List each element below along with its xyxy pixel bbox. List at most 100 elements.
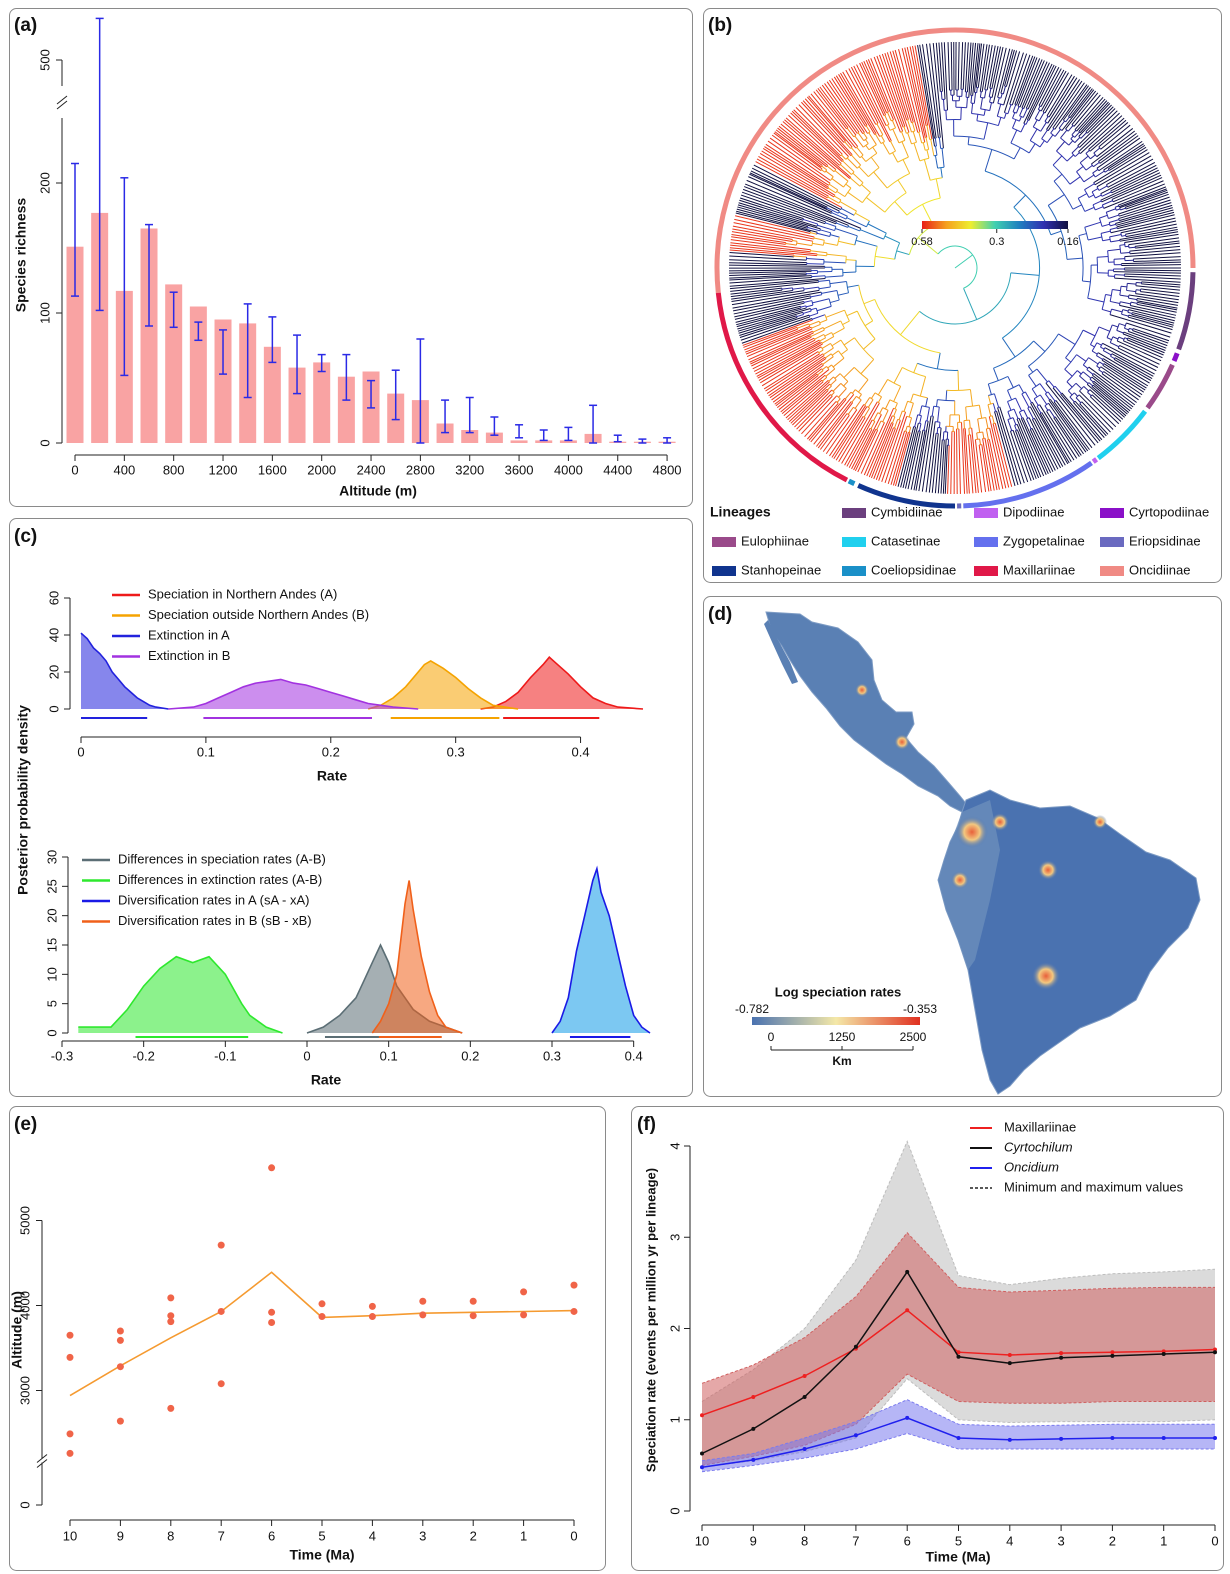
tree-branch (843, 337, 855, 346)
tree-branch (847, 284, 859, 288)
tree-branch (988, 88, 992, 97)
tree-branch (866, 415, 893, 477)
tree-branch (742, 188, 837, 225)
tree-branch (1086, 382, 1090, 385)
tree-branch (836, 398, 841, 403)
tree-branch (884, 192, 907, 213)
tree-branch (1110, 167, 1158, 192)
legend-label: Diversification rates in A (sA - xA) (118, 892, 309, 907)
tree-branch (1070, 135, 1074, 140)
tree-branch (846, 157, 858, 169)
tree-branch (1105, 212, 1109, 219)
tree-branch (1067, 390, 1073, 396)
tree-branch (1076, 171, 1085, 183)
x-tick-label: 0.2 (322, 744, 340, 759)
bar (559, 440, 577, 443)
tree-branch (745, 325, 810, 353)
tree-branch (870, 421, 876, 430)
tree-branch (873, 427, 894, 480)
tree-branch (994, 422, 1013, 487)
tree-branch (825, 368, 836, 377)
tree-branch (968, 428, 970, 435)
tree-branch (950, 431, 953, 494)
tree-branch (976, 87, 978, 93)
tree-branch (1019, 58, 1041, 108)
tree-branch (931, 406, 935, 417)
point (116, 1417, 124, 1425)
tree-branch (1026, 107, 1029, 110)
tree-branch (1078, 233, 1087, 237)
tree-branch (826, 81, 864, 134)
tree-branch (746, 328, 813, 358)
tree-branch (823, 320, 841, 330)
tree-branch (1100, 233, 1104, 241)
tree-branch (876, 123, 884, 135)
tree-branch (819, 228, 821, 231)
tree-branch (758, 156, 829, 197)
tree-branch (900, 130, 903, 133)
tree-branch (1088, 366, 1137, 403)
tree-branch (947, 445, 950, 494)
tree-branch (735, 305, 801, 323)
tree-branch (1099, 361, 1104, 365)
tree-branch (856, 146, 864, 156)
tree-branch (976, 431, 983, 434)
tree-branch (868, 167, 880, 178)
tree-branch (842, 160, 855, 173)
tree-branch (851, 429, 873, 470)
tree-branch (1021, 59, 1043, 109)
tree-branch (1007, 401, 1012, 411)
tree-branch (1083, 174, 1095, 183)
tree-branch (791, 110, 844, 161)
tree-branch (818, 279, 830, 282)
tree-branch (839, 201, 857, 212)
tree-branch (880, 135, 885, 142)
y-tick-label: 4 (667, 1142, 682, 1149)
tree-branch (1052, 82, 1085, 129)
tree-branch (1087, 391, 1092, 397)
tree-branch (1078, 112, 1120, 153)
tree-branch (1076, 354, 1087, 362)
band-edge (701, 1231, 1215, 1384)
tree-branch (817, 351, 820, 355)
bar (510, 440, 528, 443)
andes-band (938, 800, 1000, 970)
tree-branch (739, 316, 798, 336)
tree-branch (733, 295, 811, 312)
tree-branch (821, 336, 835, 344)
x-tick-label: 6 (268, 1528, 275, 1543)
tree-branch (903, 401, 909, 412)
colorbar-limit: -0.353 (903, 1002, 937, 1016)
tree-branch (1010, 142, 1030, 154)
tree-branch (935, 399, 938, 407)
tree-branch (1128, 246, 1136, 249)
tree-branch (761, 351, 819, 387)
tree-branch (1098, 326, 1110, 332)
tree-branch (847, 406, 854, 415)
tree-branch (1062, 85, 1089, 121)
tree-branch (821, 165, 828, 171)
tree-branch (978, 444, 987, 492)
panel-label: (e) (14, 1114, 37, 1135)
tree-branch (1103, 350, 1112, 356)
tree-branch (1116, 211, 1175, 228)
tree-branch (729, 247, 818, 257)
tree-branch (974, 439, 983, 493)
tree-branch (958, 428, 961, 494)
tree-branch (1071, 130, 1077, 136)
tree-branch (824, 221, 827, 224)
tree-branch (1068, 382, 1077, 392)
tree-branch (1018, 417, 1045, 477)
tree-branch (977, 43, 985, 88)
tree-branch (1118, 186, 1167, 206)
tree-branch (740, 194, 826, 225)
tree-branch (841, 154, 847, 160)
tree-branch (1011, 54, 1031, 106)
tree-branch (911, 122, 916, 132)
tree-branch (1034, 109, 1041, 119)
point (116, 1363, 124, 1371)
tree-branch (1118, 202, 1172, 220)
y-tick-label: 5000 (17, 1206, 32, 1235)
tree-branch (850, 66, 891, 142)
point (956, 1350, 961, 1355)
